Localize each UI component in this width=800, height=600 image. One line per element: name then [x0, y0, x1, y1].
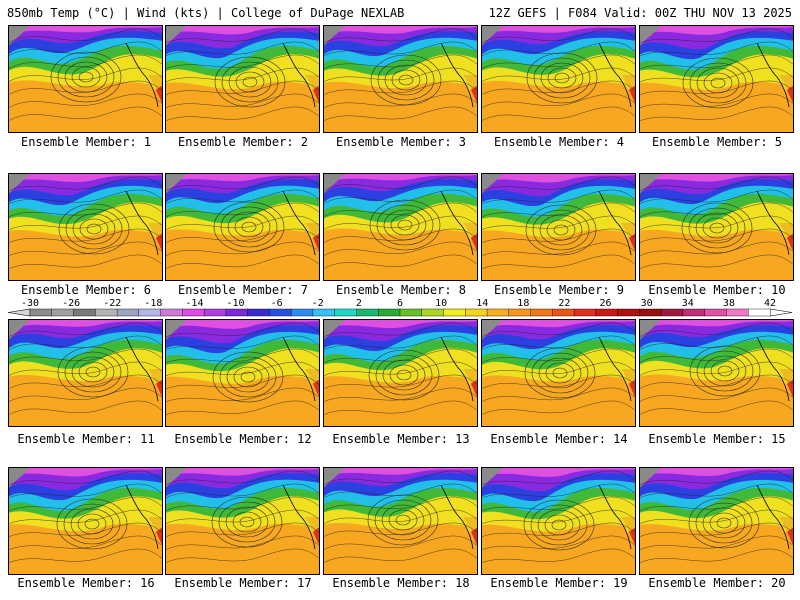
colorbar-swatch [334, 308, 357, 317]
colorbar-swatch [704, 308, 727, 317]
colorbar-swatch [225, 308, 249, 317]
colorbar-low-arrow [8, 308, 31, 317]
ensemble-member-label: Ensemble Member: 11 [17, 432, 155, 446]
colorbar-swatch [399, 308, 423, 317]
ensemble-member-label: Ensemble Member: 15 [648, 432, 786, 446]
colorbar-swatch [682, 308, 706, 317]
colorbar-swatch [116, 308, 140, 317]
colorbar-swatch [486, 308, 510, 317]
ensemble-member-map [323, 25, 478, 133]
ensemble-member-label: Ensemble Member: 17 [174, 576, 312, 590]
ensemble-member-map [481, 173, 636, 281]
ensemble-member-label: Ensemble Member: 6 [20, 283, 152, 297]
ensemble-member-label: Ensemble Member: 8 [335, 283, 467, 297]
ensemble-member-map [639, 173, 794, 281]
ensemble-member-label: Ensemble Member: 14 [490, 432, 628, 446]
ensemble-member-label: Ensemble Member: 13 [332, 432, 470, 446]
ensemble-member-label: Ensemble Member: 5 [651, 135, 783, 149]
ensemble-member-label: Ensemble Member: 16 [17, 576, 155, 590]
colorbar-swatch [356, 308, 379, 317]
colorbar-swatch [203, 308, 227, 317]
colorbar-tick-label: 26 [600, 298, 612, 309]
colorbar-swatch [269, 308, 292, 317]
ensemble-member-map [323, 173, 478, 281]
ensemble-member-map [8, 467, 163, 575]
ensemble-member-label: Ensemble Member: 10 [648, 283, 786, 297]
colorbar-tick-label: -14 [185, 298, 203, 309]
ensemble-member-map [481, 25, 636, 133]
map-title: 850mb Temp (°C) | Wind (kts) | College o… [7, 6, 405, 20]
ensemble-member-map [165, 173, 320, 281]
colorbar-tick-label: 2 [356, 298, 362, 309]
ensemble-member-map [639, 467, 794, 575]
ensemble-member-map [481, 319, 636, 427]
colorbar-tick-label: 22 [558, 298, 570, 309]
colorbar-tick-label: -30 [21, 298, 39, 309]
colorbar-tick-label: 42 [764, 298, 776, 309]
colorbar-swatch [182, 308, 205, 317]
colorbar-swatch [160, 308, 183, 317]
ensemble-member-label: Ensemble Member: 9 [493, 283, 625, 297]
ensemble-member-label: Ensemble Member: 19 [490, 576, 628, 590]
colorbar-tick-label: 14 [476, 298, 488, 309]
colorbar-swatch [573, 308, 597, 317]
ensemble-member-map [481, 467, 636, 575]
colorbar-tick-label: 38 [723, 298, 735, 309]
ensemble-member-map [8, 25, 163, 133]
colorbar-tick-label: -2 [312, 298, 324, 309]
ensemble-member-map [323, 467, 478, 575]
colorbar-tick-label: 18 [517, 298, 529, 309]
colorbar-swatch [95, 308, 118, 317]
ensemble-member-map [323, 319, 478, 427]
temperature-colorbar: -30 -26 -22 -18 -14 -10 -6 -2 2 6 10 14 18 22 26 30 34 38… [8, 298, 792, 317]
colorbar-swatch [748, 308, 771, 317]
colorbar-swatch [312, 308, 336, 317]
ensemble-member-label: Ensemble Member: 12 [174, 432, 312, 446]
colorbar-swatch [660, 308, 684, 317]
colorbar-swatch [290, 308, 314, 317]
colorbar-tick-label: 6 [397, 298, 403, 309]
colorbar-tick-label: -26 [62, 298, 80, 309]
colorbar-tick-label: 30 [641, 298, 653, 309]
colorbar-swatch [421, 308, 445, 317]
colorbar-swatch [639, 308, 662, 317]
colorbar-swatch [247, 308, 270, 317]
ensemble-member-label: Ensemble Member: 3 [335, 135, 467, 149]
ensemble-member-map [639, 319, 794, 427]
ensemble-member-map [165, 467, 320, 575]
colorbar-swatch [443, 308, 466, 317]
colorbar-swatch [73, 308, 96, 317]
colorbar-swatch [51, 308, 75, 317]
colorbar-swatch [552, 308, 575, 317]
colorbar-swatch [138, 308, 162, 317]
colorbar-tick-label: -22 [103, 298, 121, 309]
colorbar-swatch [726, 308, 749, 317]
ensemble-member-label: Ensemble Member: 20 [648, 576, 786, 590]
ensemble-member-map [165, 319, 320, 427]
colorbar-tick-label: 34 [682, 298, 694, 309]
ensemble-member-label: Ensemble Member: 18 [332, 576, 470, 590]
colorbar-swatch [530, 308, 553, 317]
ensemble-member-map [8, 319, 163, 427]
ensemble-member-map [165, 25, 320, 133]
colorbar-tick-label: 10 [435, 298, 447, 309]
colorbar-tick-label: -6 [271, 298, 283, 309]
colorbar-swatch [29, 308, 53, 317]
colorbar-tick-label: -10 [227, 298, 245, 309]
model-valid-time: 12Z GEFS | F084 Valid: 00Z THU NOV 13 20… [488, 6, 792, 20]
ensemble-member-label: Ensemble Member: 7 [177, 283, 309, 297]
colorbar-swatch [595, 308, 619, 317]
ensemble-member-map [639, 25, 794, 133]
colorbar-swatch [378, 308, 401, 317]
ensemble-member-label: Ensemble Member: 2 [177, 135, 309, 149]
ensemble-member-map [8, 173, 163, 281]
colorbar-swatch [465, 308, 488, 317]
ensemble-member-label: Ensemble Member: 1 [20, 135, 152, 149]
colorbar-swatch [617, 308, 640, 317]
colorbar-high-arrow [769, 308, 792, 317]
colorbar-swatch [508, 308, 532, 317]
colorbar-tick-label: -18 [144, 298, 162, 309]
ensemble-member-label: Ensemble Member: 4 [493, 135, 625, 149]
